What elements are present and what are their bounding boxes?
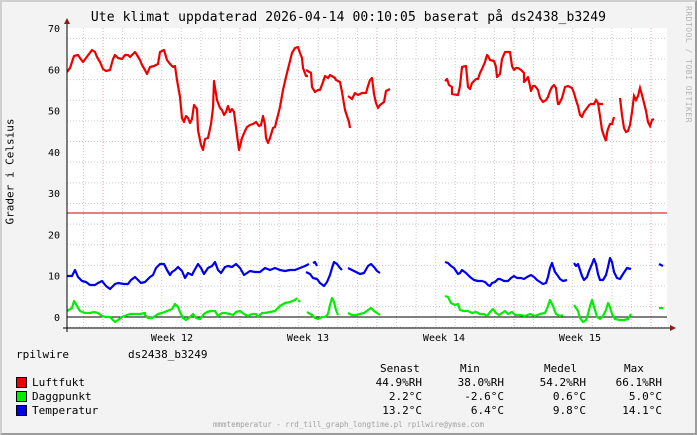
green-swatch-icon: [16, 390, 27, 402]
value-medel: 54.2%RH: [539, 376, 586, 389]
blue-series-line: [305, 260, 343, 288]
series-lines: [67, 45, 664, 324]
header-medel: Medel: [544, 362, 578, 375]
svg-text:50: 50: [48, 107, 60, 118]
green-series-line: [297, 299, 301, 303]
y-axis-arrow-icon: [64, 18, 70, 24]
value-max: 5.0°C: [628, 390, 662, 403]
grid-lines: [67, 28, 667, 328]
sensor-name: ds2438_b3249: [128, 348, 208, 361]
svg-text:70: 70: [48, 24, 60, 35]
value-medel: 9.8°C: [552, 404, 586, 417]
svg-text:10: 10: [48, 272, 60, 283]
svg-text:0: 0: [54, 313, 60, 324]
value-min: 6.4°C: [470, 404, 504, 417]
legend: Luftfukt Daggpunkt Temperatur: [16, 375, 98, 417]
legend-label: Luftfukt: [32, 375, 85, 389]
legend-item-temperatur: Temperatur: [16, 403, 98, 417]
svg-text:Week 15: Week 15: [559, 333, 601, 344]
value-min: 38.0%RH: [457, 376, 504, 389]
legend-label: Temperatur: [32, 403, 99, 417]
header-min: Min: [460, 362, 480, 375]
green-series-line: [573, 298, 632, 324]
green-series-line: [306, 296, 340, 321]
red-series-line: [444, 50, 591, 119]
header-max: Max: [624, 362, 644, 375]
red-series-line: [347, 76, 391, 110]
green-series-line: [67, 297, 298, 324]
value-max: 66.1%RH: [615, 376, 662, 389]
svg-text:30: 30: [48, 189, 60, 200]
red-series-line: [618, 83, 655, 134]
svg-text:Week 12: Week 12: [151, 333, 193, 344]
x-axis-arrow-icon: [670, 325, 676, 331]
rrdtool-watermark: RRDTOOL / TOBI OETIKER: [684, 6, 693, 123]
legend-item-daggpunkt: Daggpunkt: [16, 389, 98, 403]
blue-series-line: [573, 256, 632, 282]
host-name: rpilwire: [16, 348, 69, 361]
blue-series-line: [347, 262, 381, 276]
svg-text:Week 13: Week 13: [287, 333, 329, 344]
stats-row-luftfukt: 44.9%RH 38.0%RH 54.2%RH 66.1%RH: [360, 376, 662, 390]
value-min: -2.6°C: [464, 390, 504, 403]
value-senast: 13.2°C: [382, 404, 422, 417]
header-senast: Senast: [380, 362, 420, 375]
value-max: 14.1°C: [622, 404, 662, 417]
red-series-line: [67, 45, 308, 152]
red-series-line: [590, 97, 616, 142]
x-tick-labels: Week 12 Week 13 Week 14 Week 15: [151, 333, 601, 344]
blue-series-line: [658, 263, 664, 267]
blue-series-line: [67, 260, 310, 291]
svg-text:Week 14: Week 14: [423, 333, 465, 344]
svg-text:40: 40: [48, 148, 60, 159]
stats-row-temperatur: 13.2°C 6.4°C 9.8°C 14.1°C: [360, 404, 662, 418]
blue-swatch-icon: [16, 404, 27, 416]
y-tick-labels: 0 10 20 30 40 50 60 70: [48, 24, 60, 324]
plot-area: [67, 28, 667, 328]
svg-text:60: 60: [48, 65, 60, 76]
value-senast: 2.2°C: [388, 390, 422, 403]
stats-table: Senast Min Medel Max 44.9%RH 38.0%RH 54.…: [360, 362, 662, 418]
blue-series-line: [312, 260, 318, 267]
value-medel: 0.6°C: [552, 390, 586, 403]
graph-title: Ute klimat uppdaterad 2026-04-14 00:10:0…: [90, 10, 607, 25]
legend-label: Daggpunkt: [32, 389, 92, 403]
red-series-line: [305, 69, 352, 129]
svg-text:20: 20: [48, 230, 60, 241]
green-series-line: [347, 306, 381, 317]
stats-row-daggpunkt: 2.2°C -2.6°C 0.6°C 5.0°C: [360, 390, 662, 404]
stats-header: Senast Min Medel Max: [360, 362, 662, 376]
blue-series-line: [444, 260, 568, 288]
red-swatch-icon: [16, 376, 27, 388]
footer-credit: mmmtemperatur - rrd_till_graph_longtime.…: [213, 420, 484, 429]
value-senast: 44.9%RH: [375, 376, 422, 389]
legend-item-luftfukt: Luftfukt: [16, 375, 98, 389]
green-series-line: [444, 294, 564, 318]
